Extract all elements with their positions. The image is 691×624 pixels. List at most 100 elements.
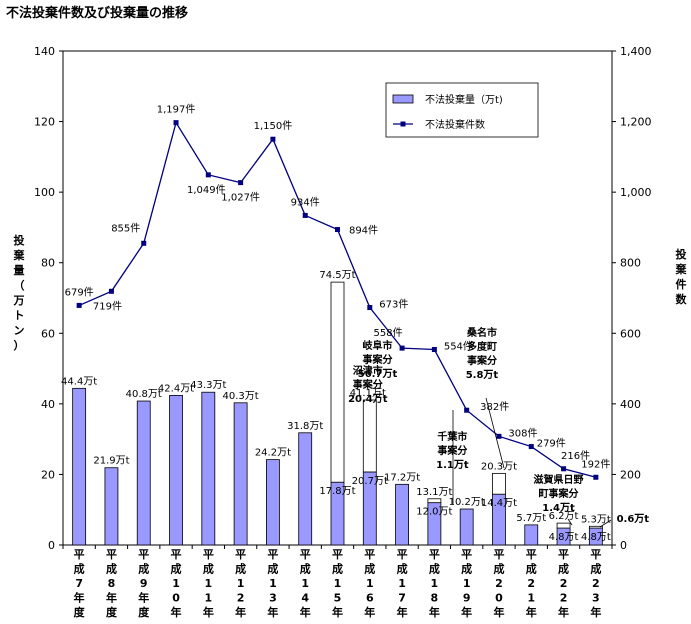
bar-extra-segment — [362, 399, 377, 473]
x-tick-label: 年 — [300, 605, 311, 619]
x-tick-label: 成 — [558, 562, 569, 576]
annotations: 岐阜市事案分56.7万t沼津市事案分20.4万t千葉市事案分1.1万t桑名市多度… — [348, 326, 649, 528]
annotation-text: 20.4万t — [348, 393, 388, 405]
x-tick-label: 年 — [493, 605, 504, 619]
bar — [266, 459, 280, 546]
left-tick-label: 140 — [34, 45, 55, 58]
x-tick-label: 1 — [366, 577, 374, 590]
bar — [524, 524, 539, 546]
count-point — [76, 302, 82, 308]
annotation-text: 事案分 — [363, 353, 393, 366]
count-point — [528, 444, 534, 450]
left-axis-label: ） — [14, 339, 25, 352]
annotation-text: 滋賀県日野 — [534, 473, 584, 486]
bar-value-label: 6.2万t — [549, 511, 579, 522]
x-tick-label: 年 — [235, 605, 246, 619]
x-tick-label: 成 — [300, 562, 311, 576]
annotation-text: 千葉市 — [437, 430, 467, 443]
count-value-label: 855件 — [111, 222, 140, 234]
count-point — [561, 466, 567, 472]
x-tick-label: 6 — [366, 592, 374, 605]
left-tick-label: 100 — [34, 186, 55, 199]
bar — [298, 432, 313, 546]
left-axis-label: ト — [14, 309, 25, 322]
x-tick-label: 年 — [267, 605, 278, 619]
bar — [201, 391, 216, 546]
x-tick-label: 8 — [108, 577, 116, 590]
right-axis-label: 棄 — [675, 262, 688, 276]
count-value-label: 1,049件 — [187, 184, 226, 196]
count-value-label: 279件 — [537, 438, 566, 450]
x-tick-label: 9 — [140, 577, 148, 590]
left-tick-label: 120 — [34, 116, 55, 129]
legend-box — [385, 82, 539, 138]
annotation-text: 5.8万t — [466, 369, 499, 381]
x-tick-label: 年 — [171, 605, 182, 619]
right-axis-label: 数 — [676, 292, 688, 306]
x-tick-label: 1 — [463, 577, 471, 590]
bar-value-label: 44.4万t — [61, 376, 97, 387]
x-tick-label: 成 — [235, 562, 246, 576]
x-tick-label: 年 — [332, 605, 343, 619]
count-point — [593, 474, 599, 480]
x-tick-label: 平 — [429, 548, 440, 561]
annotation-leader — [567, 518, 573, 526]
bar-extra-segment — [556, 522, 571, 529]
x-tick-label: 成 — [74, 562, 85, 576]
x-tick-label: 平 — [526, 548, 537, 561]
x-tick-label: 5 — [334, 592, 342, 605]
count-value-label: 1,197件 — [157, 104, 196, 116]
x-tick-label: 年 — [74, 591, 85, 605]
x-tick-label: 成 — [364, 562, 375, 576]
x-tick-label: 成 — [332, 562, 343, 576]
annotation-text: 多度町 — [467, 340, 497, 353]
x-tick-label: 成 — [138, 562, 149, 576]
left-tick-label: 60 — [41, 327, 55, 340]
left-axis-label: 投 — [14, 233, 25, 247]
bar-value-label: 5.7万t — [516, 513, 546, 524]
x-tick-label: 8 — [431, 592, 439, 605]
count-point — [399, 345, 405, 351]
annotation-text: 桑名市 — [466, 326, 497, 339]
legend: 不法投棄量（万t) 不法投棄件数 — [385, 82, 539, 138]
count-value-label: 382件 — [480, 401, 509, 413]
x-tick-label: 年 — [203, 605, 214, 619]
count-value-label: 558件 — [374, 327, 403, 339]
bar-value-label: 41.1万t — [350, 388, 386, 399]
x-tick-label: 成 — [590, 562, 601, 576]
bar-value-label: 13.1万t — [416, 487, 452, 498]
bar — [459, 508, 474, 546]
count-point — [431, 347, 437, 353]
right-tick-label: 400 — [620, 398, 641, 411]
bar-extra-segment — [427, 498, 442, 504]
bar — [395, 483, 409, 546]
right-axis-label: 件 — [676, 277, 687, 291]
bar-value-label: 74.5万t — [319, 270, 355, 281]
bar — [233, 402, 248, 546]
x-tick-label: 成 — [397, 562, 408, 576]
x-tick-label: 9 — [463, 592, 471, 605]
x-tick-label: 年 — [138, 591, 149, 605]
x-tick-label: 成 — [429, 562, 440, 576]
count-point — [238, 180, 244, 186]
x-tick-label: 平 — [106, 548, 117, 561]
annotation-text: 町事案分 — [539, 487, 579, 500]
count-line — [76, 120, 599, 480]
left-tick-label: 40 — [41, 398, 55, 411]
x-tick-label: 1 — [204, 577, 212, 590]
bar-value-label: 21.9万t — [93, 456, 129, 467]
bar-extra-segment — [588, 525, 603, 529]
x-tick-label: 平 — [267, 548, 278, 561]
x-tick-label: 2 — [495, 577, 503, 590]
x-tick-label: 1 — [301, 577, 309, 590]
count-point — [205, 172, 211, 178]
x-tick-label: 平 — [138, 548, 149, 561]
count-value-label: 934件 — [291, 196, 320, 208]
x-tick-label: 1 — [334, 577, 342, 590]
right-tick-label: 1,400 — [620, 45, 652, 58]
count-value-label: 894件 — [349, 225, 378, 237]
count-point — [367, 305, 373, 311]
bars — [72, 281, 603, 546]
